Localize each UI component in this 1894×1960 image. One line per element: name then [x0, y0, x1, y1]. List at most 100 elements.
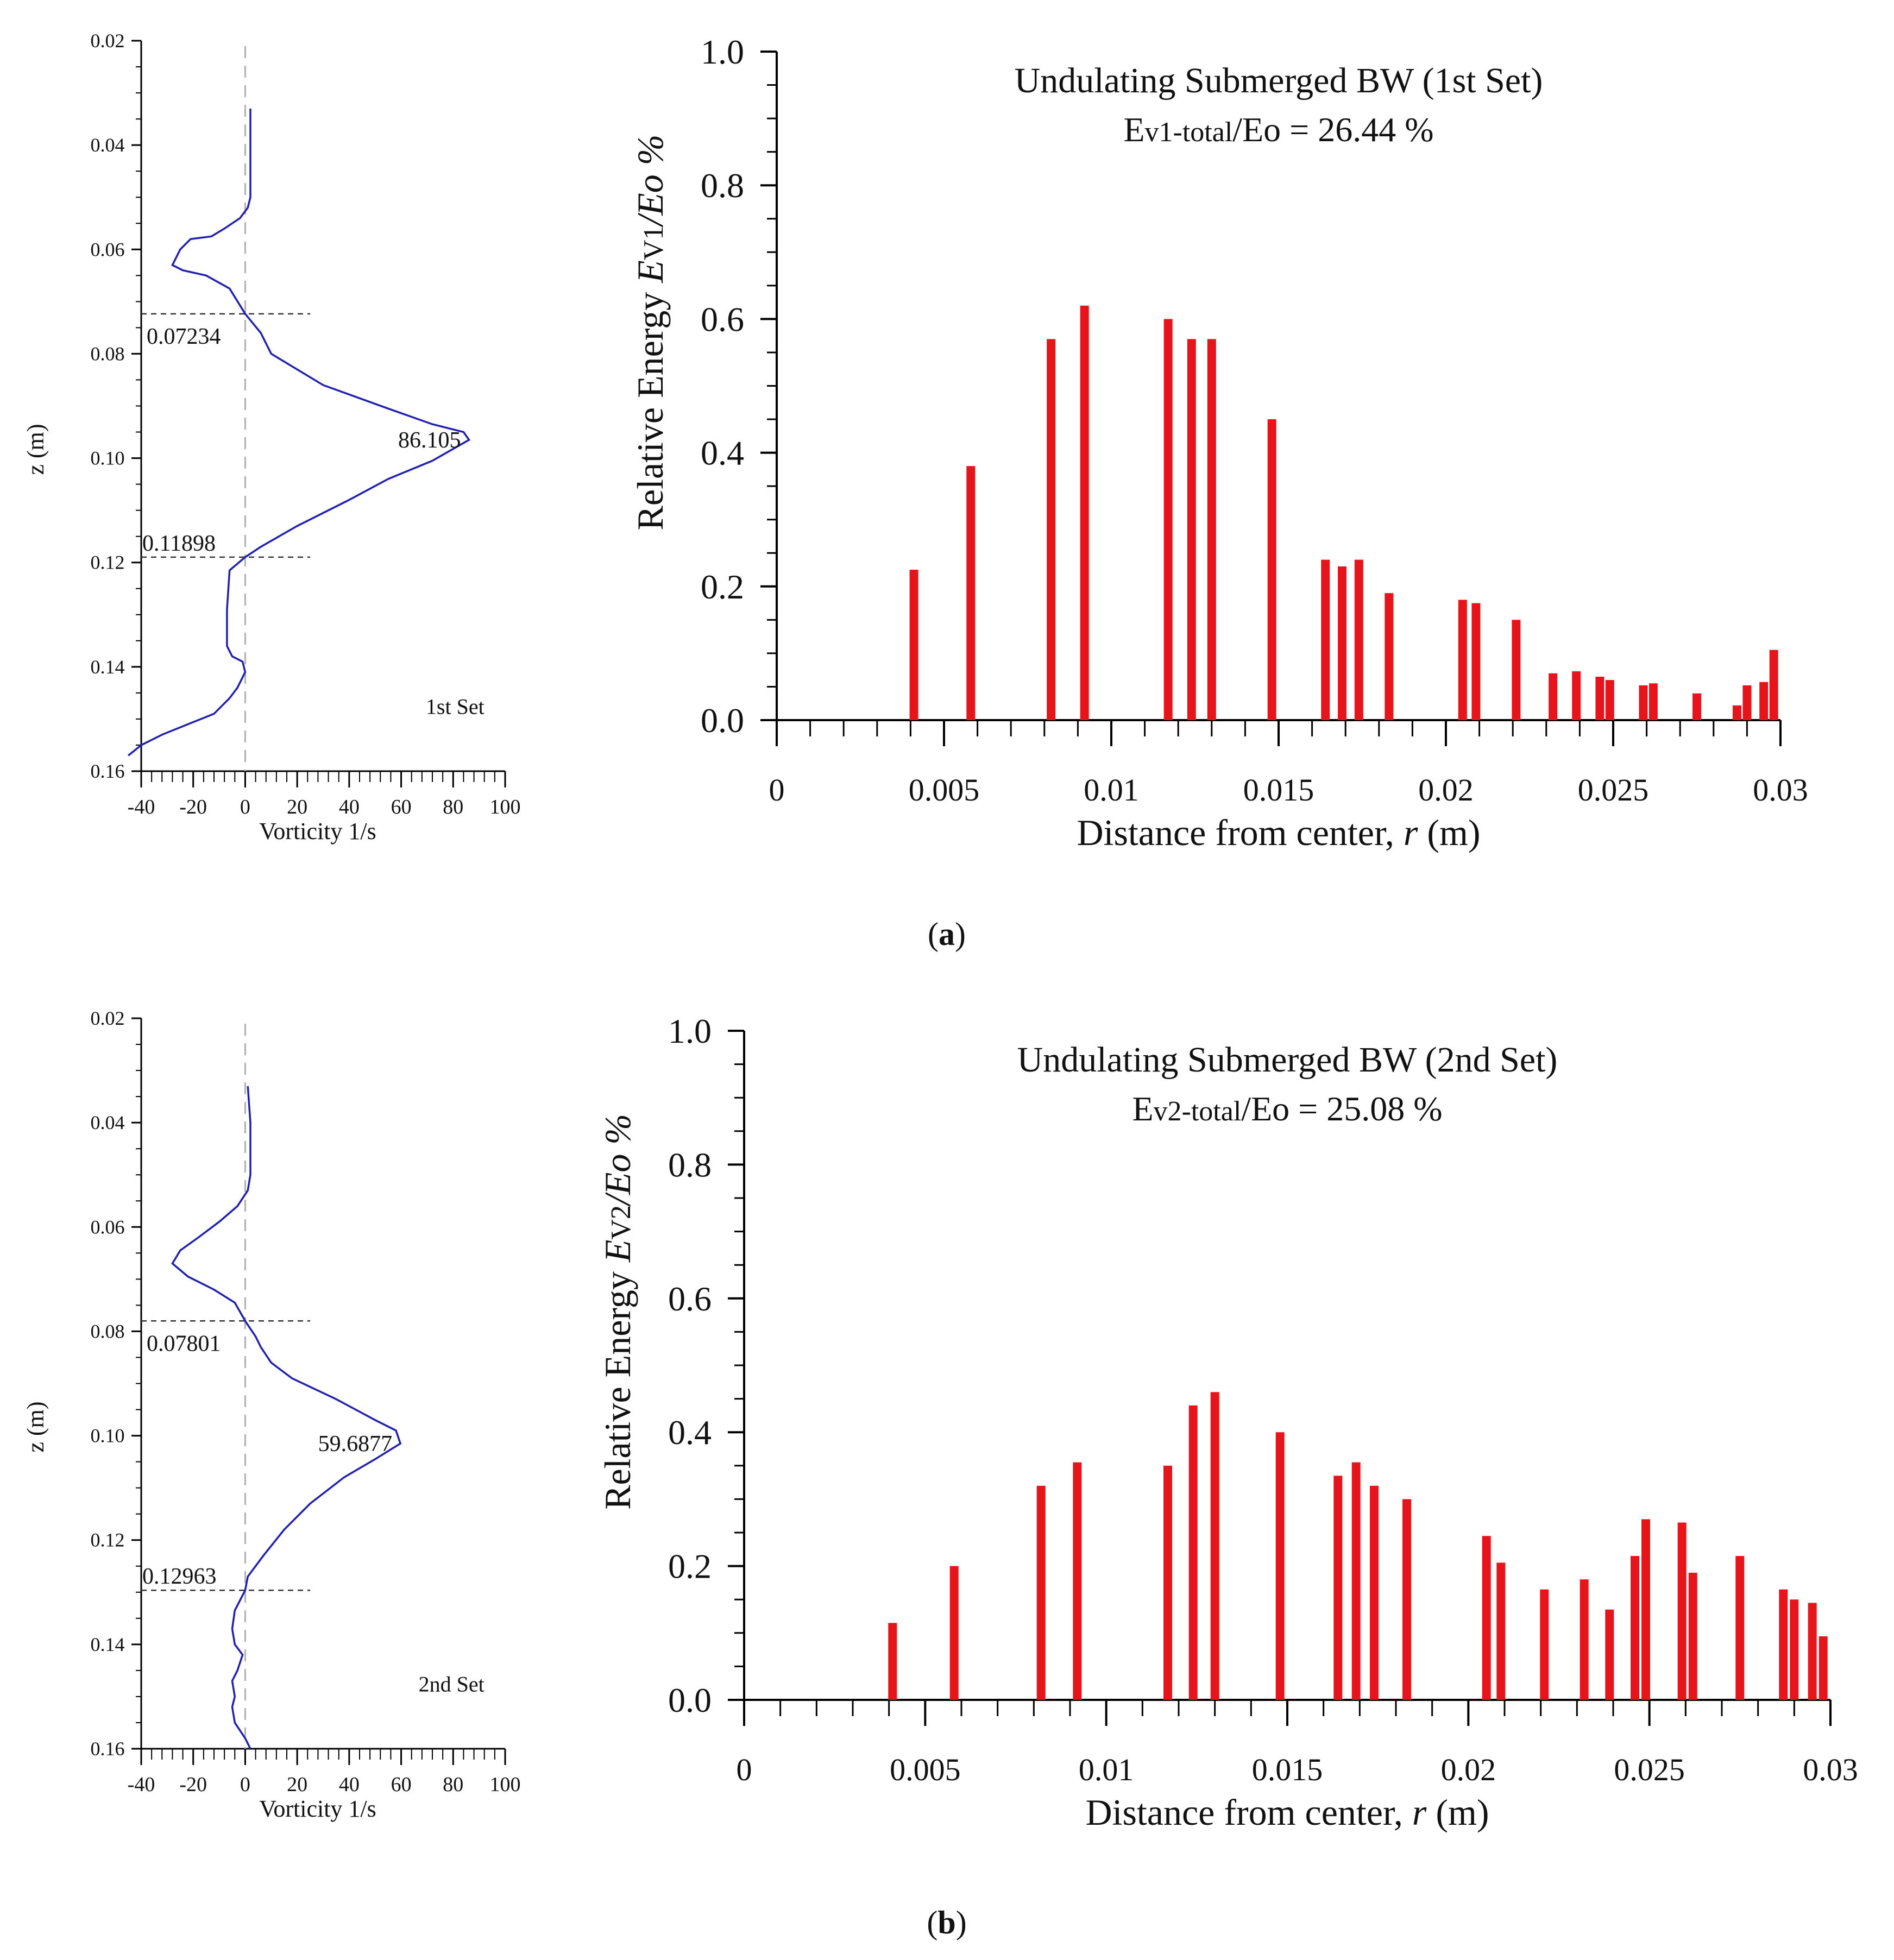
panel-letter: b [937, 1905, 955, 1940]
energy-x-tick-label: 0.005 [909, 772, 980, 808]
vorticity-y-axis-label: z (m) [22, 424, 49, 475]
energy-bar [1692, 693, 1701, 720]
vorticity-y-tick-label: 0.10 [91, 1425, 125, 1447]
energy-bar [1163, 1465, 1172, 1700]
energy-y-tick-label: 0.8 [701, 166, 744, 205]
set-label: 2nd Set [419, 1672, 484, 1696]
energy-x-tick-label: 0.015 [1243, 772, 1314, 808]
energy-bar [1580, 1579, 1589, 1700]
energy-y-tick-label: 0.4 [668, 1413, 712, 1452]
energy-y-label-ylabel_sym: E [597, 1240, 638, 1263]
energy-bar [1779, 1589, 1788, 1700]
energy-y-axis-label: Relative Energy EV1/Eo % [630, 135, 671, 531]
vorticity-x-tick-label: 80 [443, 1773, 463, 1796]
energy-bar [1819, 1636, 1828, 1700]
panel-label: (b) [927, 1905, 966, 1940]
energy-subtitle-rest: /Eo = 26.44 % [1232, 110, 1433, 149]
vorticity-x-tick-label: 20 [287, 796, 307, 818]
energy-bar [1073, 1462, 1082, 1700]
energy-bar [1605, 680, 1614, 720]
energy-bar [888, 1623, 897, 1700]
energy-bar [1354, 559, 1363, 720]
vorticity-y-tick-label: 0.14 [91, 656, 125, 678]
energy-bar [1742, 685, 1752, 720]
vorticity-x-tick-label: 0 [240, 1773, 250, 1796]
vorticity-x-axis-label: Vorticity 1/s [259, 818, 376, 844]
energy-x-tick-label: 0 [769, 772, 785, 808]
energy-y-tick-label: 0.2 [668, 1547, 712, 1586]
vorticity-y-tick-label: 0.16 [91, 1738, 125, 1760]
energy-bar [1769, 650, 1778, 720]
vorticity-x-tick-label: 100 [490, 796, 521, 818]
energy-bar [1338, 566, 1346, 720]
energy-y-tick-label: 0.4 [701, 434, 744, 472]
energy-x-tick-label: 0.015 [1252, 1752, 1323, 1787]
vorticity-chart: 0.02 0.04 0.06 0.08 0.10 0.12 0.14 0.16-40 -20 0 2… [22, 1007, 521, 1822]
panel-b: 0.02 0.04 0.06 0.08 0.10 0.12 0.14 0.16-40 -20 0 2… [22, 1007, 1858, 1940]
energy-y-axis-label: Relative Energy EV2/Eo % [597, 1114, 638, 1510]
upper-boundary-annotation: 0.07234 [147, 324, 221, 349]
energy-x-axis-label: Distance from center, r (m) [1085, 1792, 1489, 1833]
energy-bar [1496, 1562, 1506, 1700]
energy-bar [1267, 419, 1276, 720]
energy-bar [1036, 1485, 1046, 1700]
paren-close: ) [955, 916, 966, 952]
energy-y-label-ylabel_tail: /Eo % [630, 135, 671, 228]
vorticity-profile-line [128, 108, 471, 757]
energy-chart: 0.0 0.2 0.4 0.6 0.8 1.0 0 0.005 0.01 0.015 0.02 0.0… [597, 1012, 1858, 1833]
vorticity-x-tick-label: 20 [287, 1773, 307, 1796]
energy-bar [1572, 671, 1581, 720]
vorticity-y-tick-label: 0.06 [91, 238, 125, 260]
energy-x-label-xlabel_var: r [1412, 1792, 1427, 1833]
energy-subtitle-main: E [1123, 110, 1144, 149]
energy-y-label-ylabel_main: Relative Energy [597, 1262, 638, 1510]
energy-chart: 0.0 0.2 0.4 0.6 0.8 1.0 0 0.005 0.01 0.015 0.02 0.0… [630, 33, 1808, 853]
vorticity-y-tick-label: 0.02 [91, 1007, 125, 1029]
energy-bar [909, 570, 918, 720]
energy-subtitle-sub: v2-total [1154, 1096, 1242, 1127]
plot-layer: 0.020.040.060.080.100.120.140.16-40 -20 0 2… [22, 30, 1858, 1940]
paren-close: ) [956, 1905, 967, 1940]
energy-bar [1187, 339, 1196, 720]
vorticity-y-tick-label: 0.08 [91, 1320, 125, 1342]
energy-bar [1163, 319, 1173, 720]
energy-bar [1605, 1609, 1614, 1700]
vorticity-y-tick-label: 0.16 [91, 760, 125, 782]
energy-bar [1549, 673, 1558, 720]
vorticity-y-tick-label: 0.10 [91, 448, 125, 469]
energy-y-label-ylabel_sub: V2 [606, 1205, 637, 1240]
energy-x-tick-label: 0.025 [1614, 1752, 1685, 1787]
vorticity-y-tick-label: 0.04 [91, 1112, 125, 1133]
energy-bar [1333, 1476, 1343, 1700]
energy-bar [1641, 1519, 1650, 1700]
vorticity-x-tick-label: 80 [443, 796, 463, 818]
energy-chart-title: Undulating Submerged BW (2nd Set) [1017, 1040, 1558, 1080]
energy-chart-title: Undulating Submerged BW (1st Set) [1015, 61, 1543, 100]
energy-x-tick-label: 0.025 [1578, 772, 1649, 808]
energy-bar [1688, 1572, 1697, 1700]
energy-y-tick-label: 0.8 [668, 1145, 712, 1184]
energy-bar [966, 466, 976, 720]
vorticity-x-tick-label: 60 [391, 1773, 412, 1796]
upper-boundary-annotation: 0.07801 [147, 1331, 221, 1356]
energy-y-label-ylabel_sym: E [630, 260, 671, 283]
vorticity-y-tick-label: 0.12 [91, 552, 125, 573]
energy-bar [1275, 1432, 1285, 1700]
vorticity-x-tick-label: 0 [240, 796, 250, 818]
vorticity-y-axis-label: z (m) [22, 1401, 49, 1452]
energy-x-label-xlabel_var: r [1404, 812, 1418, 853]
energy-y-label-ylabel_sub: V1 [638, 226, 669, 261]
energy-bar [1458, 600, 1467, 720]
vorticity-y-tick-label: 0.02 [91, 30, 125, 52]
vorticity-x-tick-label: 60 [391, 796, 412, 818]
energy-y-tick-label: 1.0 [668, 1012, 712, 1050]
energy-y-tick-label: 0.0 [701, 701, 744, 740]
panel-a: 0.02 0.04 0.06 0.08 0.10 0.12 0.14 0.16-40 -20 0 2… [22, 30, 1808, 952]
energy-bar [1639, 685, 1648, 720]
energy-bar [1047, 339, 1056, 720]
energy-x-tick-label: 0.02 [1441, 1752, 1496, 1787]
energy-bar [1732, 705, 1741, 720]
vorticity-y-tick-label: 0.14 [91, 1634, 125, 1655]
energy-x-tick-label: 0.01 [1079, 1752, 1134, 1787]
